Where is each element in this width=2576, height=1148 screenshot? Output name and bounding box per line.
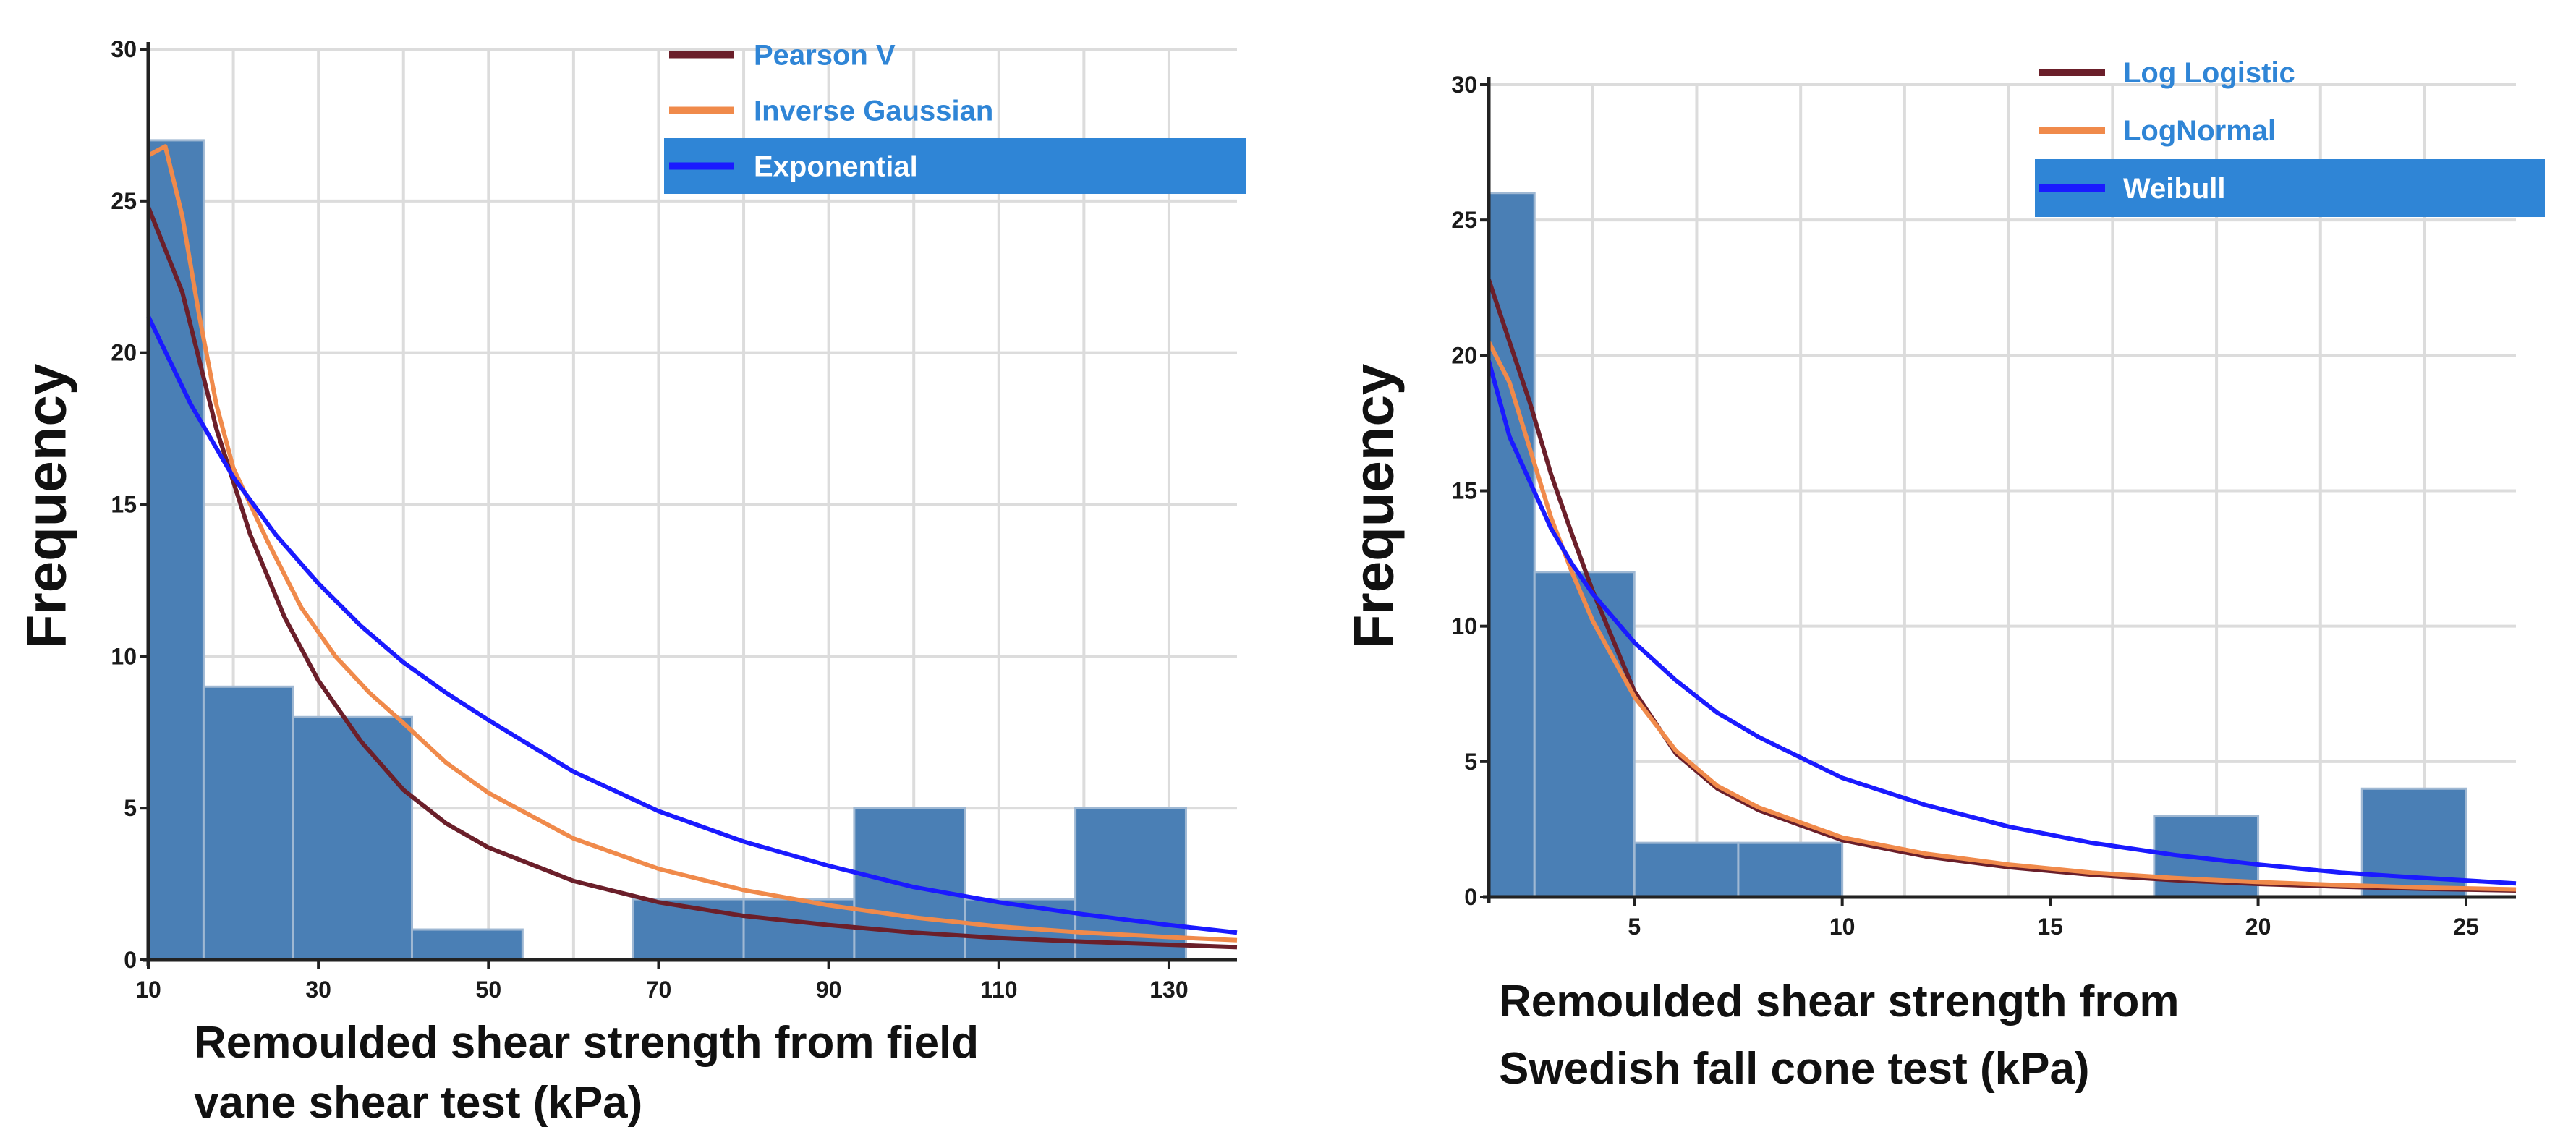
x-axis-title-line: Swedish fall cone test (kPa) xyxy=(1499,1044,2090,1094)
y-tick-label: 30 xyxy=(111,36,137,62)
x-tick-label: 15 xyxy=(2037,914,2063,940)
histogram-bar xyxy=(1633,841,1740,898)
y-tick-label: 25 xyxy=(111,188,137,214)
x-tick-label: 130 xyxy=(1149,977,1188,1003)
x-tick-label: 25 xyxy=(2453,914,2479,940)
x-tick-label: 50 xyxy=(476,977,502,1003)
y-tick-label: 20 xyxy=(1451,342,1477,368)
y-tick-label: 0 xyxy=(124,947,137,973)
histogram-bar xyxy=(1533,571,1636,898)
chart-swedish-fall-cone: 0 5 10 15 20 25 30 5 10 15 20 25 Frequency Remoulded … xyxy=(1342,57,2545,1094)
y-tick-label: 0 xyxy=(1464,884,1477,910)
y-tick-label: 15 xyxy=(111,492,137,518)
histogram-bar xyxy=(1487,192,1536,898)
x-tick-label: 5 xyxy=(1628,914,1641,940)
y-tick-label: 5 xyxy=(1464,749,1477,775)
x-axis-title-line: Remoulded shear strength from xyxy=(1499,977,2179,1026)
legend-item-weibull[interactable]: Weibull xyxy=(2123,173,2225,205)
y-tick-label: 5 xyxy=(124,795,137,821)
y-tick-label: 10 xyxy=(1451,613,1477,639)
legend-selected-highlight[interactable] xyxy=(664,138,1246,194)
y-tick-label: 25 xyxy=(1451,207,1477,233)
series-line-lognormal xyxy=(1487,341,2517,892)
y-axis-title: Frequency xyxy=(14,364,78,649)
y-tick-label: 20 xyxy=(111,340,137,366)
legend-item-log-logistic[interactable]: Log Logistic xyxy=(2123,57,2295,89)
series-line-inverse-gaussian xyxy=(147,144,1238,943)
y-tick-label: 30 xyxy=(1451,72,1477,98)
legend-item-exponential[interactable]: Exponential xyxy=(754,151,918,183)
histogram-bar xyxy=(292,715,413,961)
legend-item-lognormal[interactable]: LogNormal xyxy=(2123,115,2276,147)
x-axis-title-line: vane shear test (kPa) xyxy=(194,1078,642,1128)
x-tick-label: 30 xyxy=(305,977,331,1003)
x-tick-label: 10 xyxy=(135,977,161,1003)
y-axis-title: Frequency xyxy=(1342,364,1406,649)
legend-item-inverse-gaussian[interactable]: Inverse Gaussian xyxy=(754,95,993,127)
series-line-weibull xyxy=(1487,360,2517,886)
x-tick-label: 110 xyxy=(980,977,1018,1003)
histogram-bar xyxy=(1737,841,1844,898)
series-line-pearson-v xyxy=(146,206,1238,950)
histogram-bar xyxy=(410,928,524,961)
legend-selected-highlight[interactable] xyxy=(2035,159,2545,217)
x-tick-label: 70 xyxy=(646,977,672,1003)
x-tick-label: 10 xyxy=(1829,914,1856,940)
x-tick-label: 90 xyxy=(816,977,842,1003)
histogram-bar xyxy=(742,898,856,961)
histogram-bar xyxy=(147,139,205,961)
histogram-bar xyxy=(202,685,294,961)
y-tick-label: 15 xyxy=(1451,478,1477,504)
chart-field-vane: 0 5 10 15 20 25 30 10 30 50 70 90 110 130 Frequency Rem… xyxy=(14,36,1246,1128)
series-line-exponential xyxy=(146,315,1238,935)
legend-item-pearson-v[interactable]: Pearson V xyxy=(754,40,896,72)
x-axis-title-line: Remoulded shear strength from field xyxy=(194,1018,979,1068)
y-tick-label: 10 xyxy=(111,643,137,669)
x-tick-label: 20 xyxy=(2245,914,2271,940)
